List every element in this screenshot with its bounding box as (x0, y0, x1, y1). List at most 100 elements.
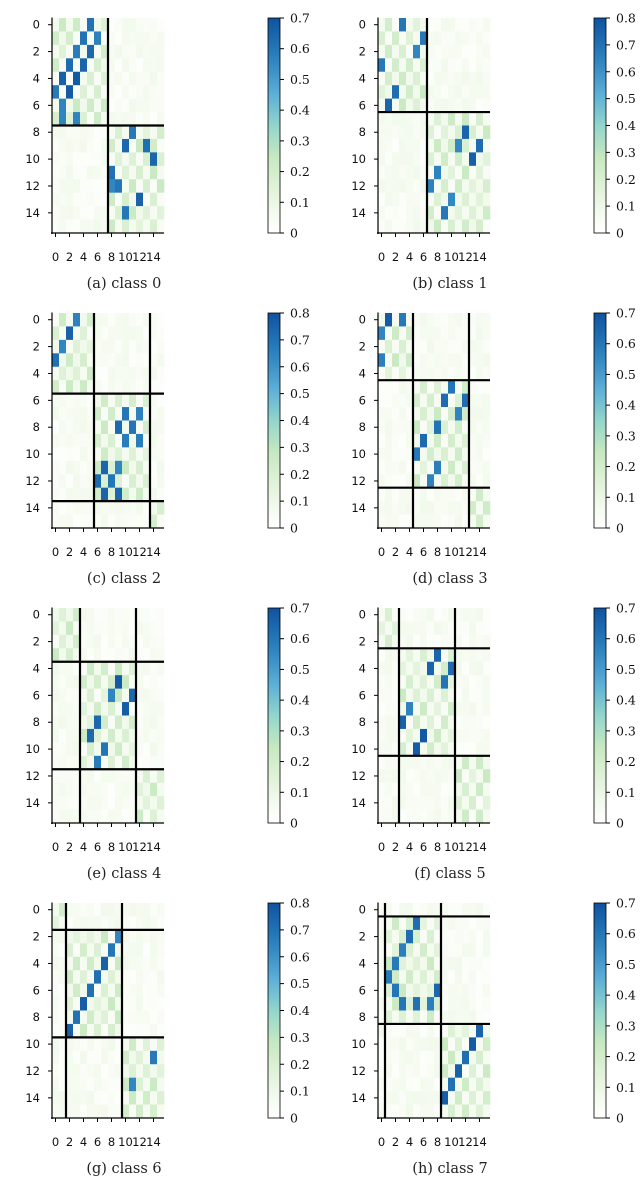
heatmap-cell (469, 997, 477, 1011)
heatmap-cell (66, 742, 74, 757)
heatmap-cell (80, 1104, 88, 1119)
heatmap-cell (378, 353, 386, 368)
heatmap-cell (462, 31, 470, 46)
y-tick-label: 12 (25, 769, 40, 783)
heatmap-cell (52, 98, 60, 113)
heatmap-cell (122, 165, 130, 180)
heatmap-cell (122, 1050, 130, 1065)
heatmap-cell (469, 1037, 477, 1052)
heatmap-cell (87, 501, 95, 515)
heatmap-cell (143, 366, 151, 381)
heatmap-cell (101, 634, 109, 649)
heatmap-cell (94, 634, 102, 649)
heatmap-cell (101, 1064, 109, 1078)
heatmap-cell (136, 1023, 144, 1038)
heatmap-cell (378, 514, 386, 529)
heatmap-cell (157, 433, 165, 448)
colorbar-tick-label: 0.3 (616, 145, 636, 160)
heatmap-cell (483, 366, 491, 381)
heatmap-cell (101, 983, 109, 998)
heatmap-cell (469, 326, 477, 341)
heatmap-cell (122, 688, 130, 703)
heatmap-cell (157, 474, 165, 488)
y-tick-label: 10 (351, 447, 366, 461)
x-tick-label: 6 (420, 545, 427, 559)
heatmap-cell (108, 58, 116, 73)
heatmap-cell (129, 474, 137, 488)
heatmap-cell (87, 152, 95, 167)
heatmap-cell (73, 621, 81, 636)
colorbar (593, 17, 607, 234)
heatmap-cell (392, 313, 400, 327)
heatmap-cell (129, 138, 137, 153)
heatmap-cell (157, 447, 165, 462)
heatmap-cell (59, 997, 67, 1011)
heatmap-cell (399, 98, 407, 113)
colorbar-tick-label: 0.2 (616, 754, 636, 769)
x-tick-label: 12 (132, 250, 147, 264)
heatmap-cell (150, 903, 158, 917)
heatmap-cell (469, 1091, 477, 1105)
heatmap-cell (399, 514, 407, 529)
heatmap-cell (378, 366, 386, 381)
heatmap-cell (108, 715, 116, 730)
heatmap-cell (476, 728, 484, 743)
heatmap-cell (73, 634, 81, 649)
heatmap-cell (87, 1037, 95, 1052)
heatmap-cell (129, 44, 137, 59)
heatmap-cell (476, 956, 484, 971)
colorbar-tick-label: 0.7 (290, 922, 310, 937)
heatmap-cell (80, 71, 88, 86)
heatmap-cell (385, 58, 393, 73)
heatmap-cell (52, 782, 60, 797)
heatmap-cell (73, 1050, 81, 1065)
heatmap-cell (441, 1064, 449, 1078)
heatmap-cell (94, 742, 102, 757)
heatmap-cell (399, 608, 407, 622)
heatmap-cell (52, 809, 60, 824)
heatmap-cell (476, 1010, 484, 1025)
heatmap-cell (108, 313, 116, 327)
colorbar-tick-label: 0.3 (290, 1030, 310, 1045)
heatmap-cell (392, 983, 400, 998)
heatmap-cell (441, 339, 449, 354)
heatmap-cell (378, 916, 386, 931)
heatmap-cell (483, 407, 491, 421)
heatmap-cell (385, 326, 393, 341)
heatmap-cell (385, 702, 393, 716)
heatmap-cell (434, 18, 442, 32)
x-tick-label: 4 (406, 545, 413, 559)
colorbar-tick-label: 0.6 (290, 41, 310, 56)
heatmap-cell (385, 1104, 393, 1119)
heatmap-cell (115, 138, 123, 153)
heatmap-cell (157, 31, 165, 46)
heatmap-cell (399, 31, 407, 46)
heatmap-cell (94, 916, 102, 931)
heatmap-cell (52, 407, 60, 421)
heatmap-cell (66, 715, 74, 730)
heatmap-cell (399, 903, 407, 917)
heatmap-cell (108, 648, 116, 663)
heatmap-cell (434, 675, 442, 689)
panel-caption: (g) class 6 (86, 1161, 161, 1177)
heatmap-cell (476, 353, 484, 368)
heatmap-cell (434, 192, 442, 207)
heatmap-cell (483, 152, 491, 167)
heatmap-cell (462, 728, 470, 743)
heatmap-cell (59, 326, 67, 341)
heatmap-cell (52, 138, 60, 153)
heatmap-cell (441, 165, 449, 180)
heatmap-cell (101, 393, 109, 408)
heatmap-cell (392, 353, 400, 368)
heatmap-cell (157, 1037, 165, 1052)
heatmap-cell (87, 903, 95, 917)
heatmap-cell (420, 1091, 428, 1105)
colorbar-tick-label: 0.4 (290, 693, 310, 708)
heatmap-cell (143, 326, 151, 341)
colorbar-tick-label: 0.5 (290, 386, 310, 401)
heatmap-cell (52, 206, 60, 220)
heatmap-cell (462, 1010, 470, 1025)
heatmap-cell (87, 18, 95, 32)
heatmap-cell (122, 742, 130, 757)
heatmap-cell (420, 675, 428, 689)
